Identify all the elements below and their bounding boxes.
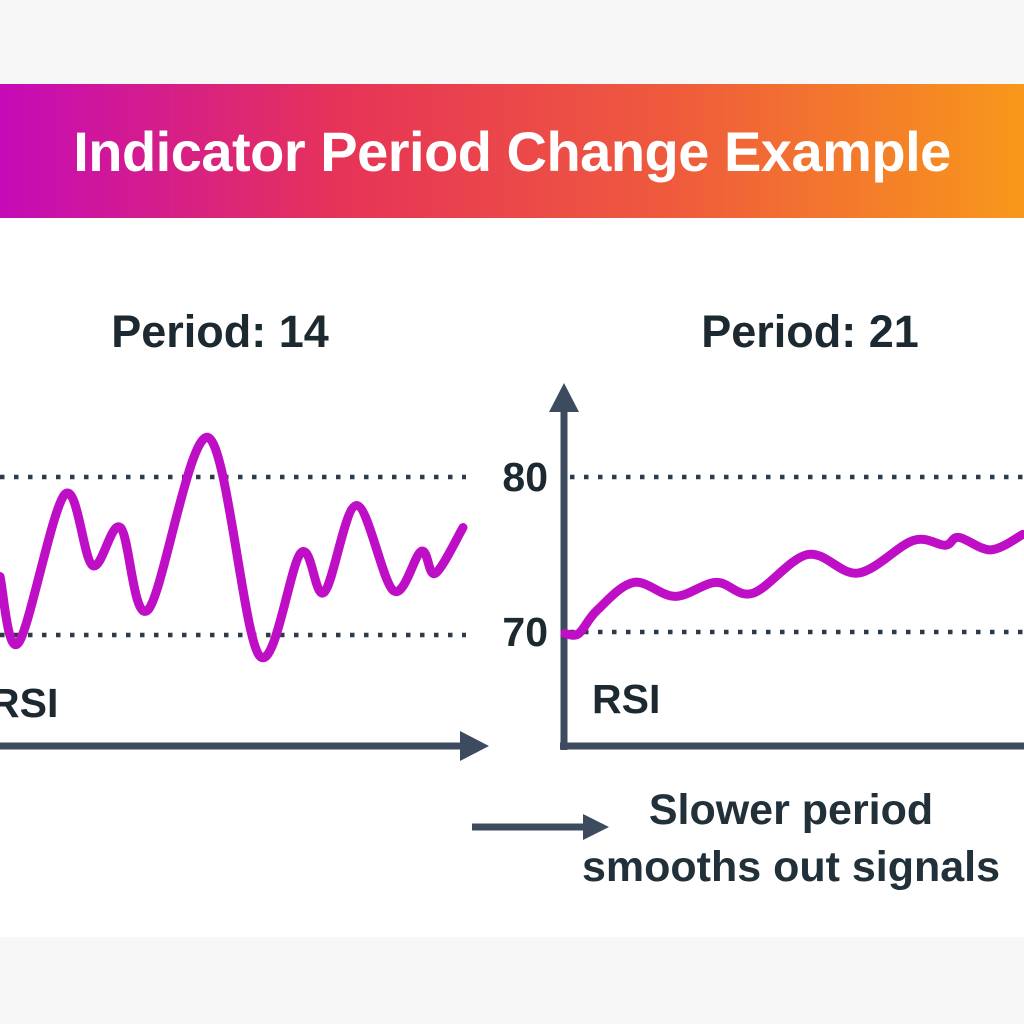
transition-arrow-head <box>583 814 609 840</box>
rsi-label-21: RSI <box>592 676 661 722</box>
chart-title-period-14: Period: 14 <box>111 306 329 357</box>
rsi-label-14: RSI <box>0 680 59 726</box>
tick-label-80: 80 <box>502 454 548 500</box>
caption-line-2: smooths out signals <box>581 843 1001 891</box>
transition-arrow <box>472 814 609 840</box>
header-banner: Indicator Period Change Example <box>0 84 1024 218</box>
top-margin-band <box>0 0 1024 84</box>
y-axis-arrowhead-21 <box>549 383 579 412</box>
bottom-margin-band <box>0 937 1024 1024</box>
page-title: Indicator Period Change Example <box>73 119 951 183</box>
tick-label-70: 70 <box>502 609 548 655</box>
rsi-curve-14 <box>0 433 468 663</box>
chart-period-14 <box>0 433 489 761</box>
chart-period-21 <box>549 383 1024 750</box>
chart-title-period-21: Period: 21 <box>701 306 919 357</box>
x-axis-arrowhead-14 <box>460 731 489 761</box>
caption-text: Slower period smooths out signals <box>558 782 1024 896</box>
caption-line-1: Slower period <box>648 786 934 834</box>
rsi-curve-21 <box>560 529 1024 640</box>
